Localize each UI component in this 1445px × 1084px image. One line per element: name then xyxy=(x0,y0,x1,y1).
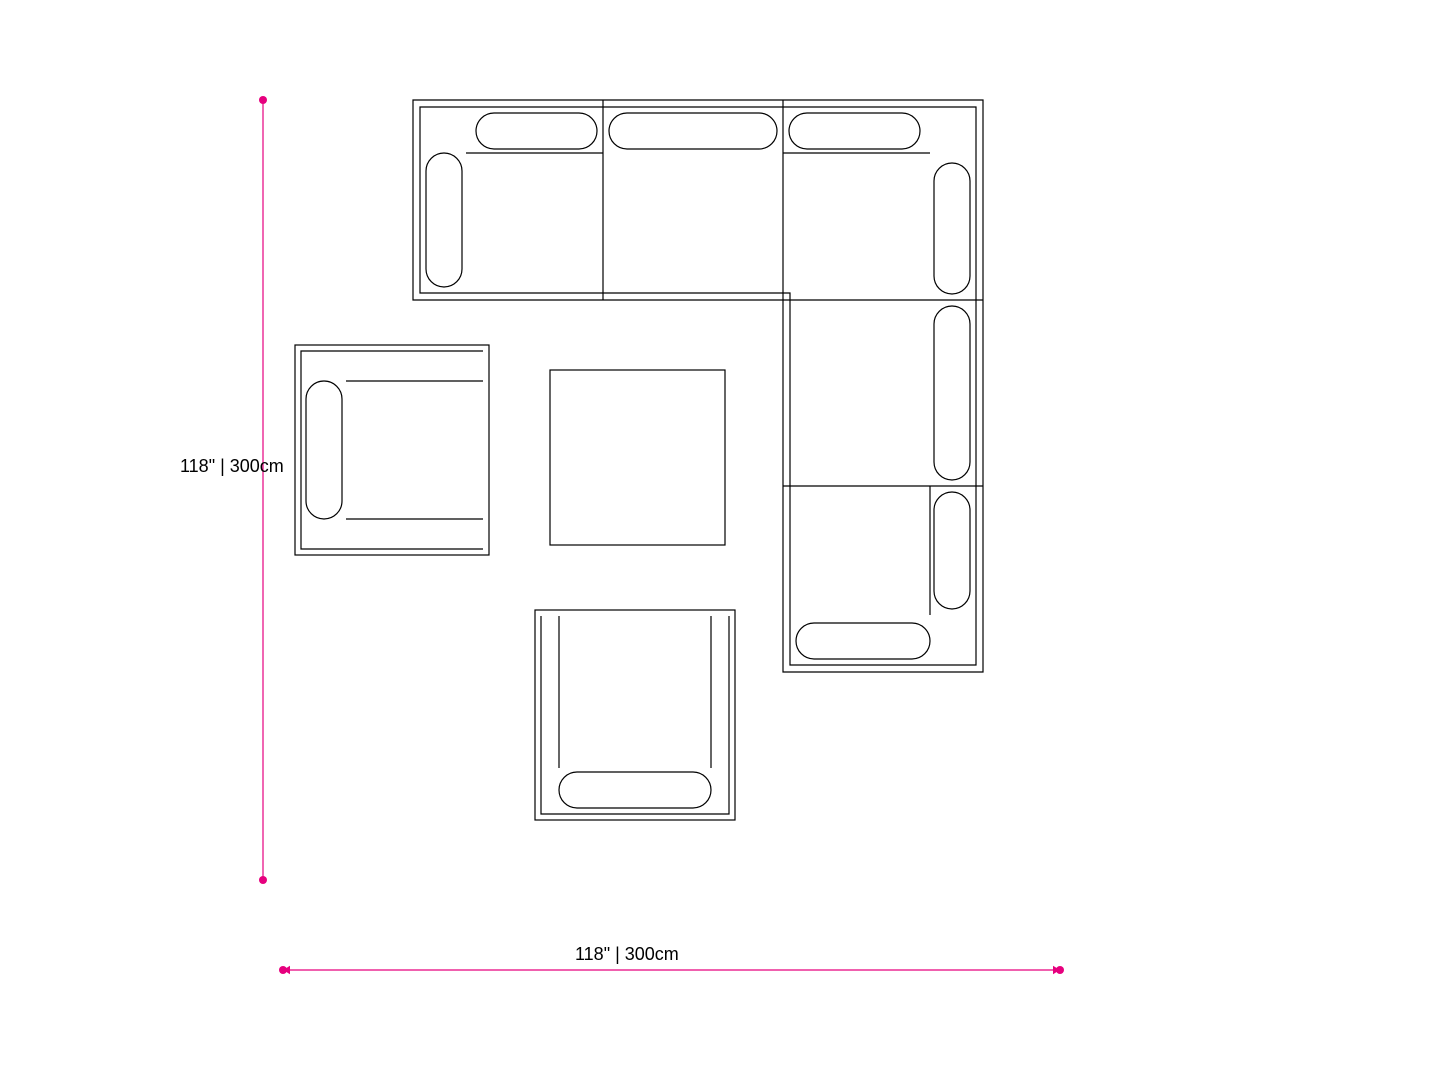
chair-bottom-inner xyxy=(541,616,729,814)
dimension-label-horizontal: 118" | 300cm xyxy=(575,944,679,964)
dimension-label-vertical: 118" | 300cm xyxy=(180,456,284,476)
sectional-outer xyxy=(413,100,983,672)
furniture-group xyxy=(295,100,983,820)
furniture-floorplan-diagram: 118" | 300cm 118" | 300cm xyxy=(0,0,1445,1084)
dimension-labels-group: 118" | 300cm 118" | 300cm xyxy=(180,456,679,964)
